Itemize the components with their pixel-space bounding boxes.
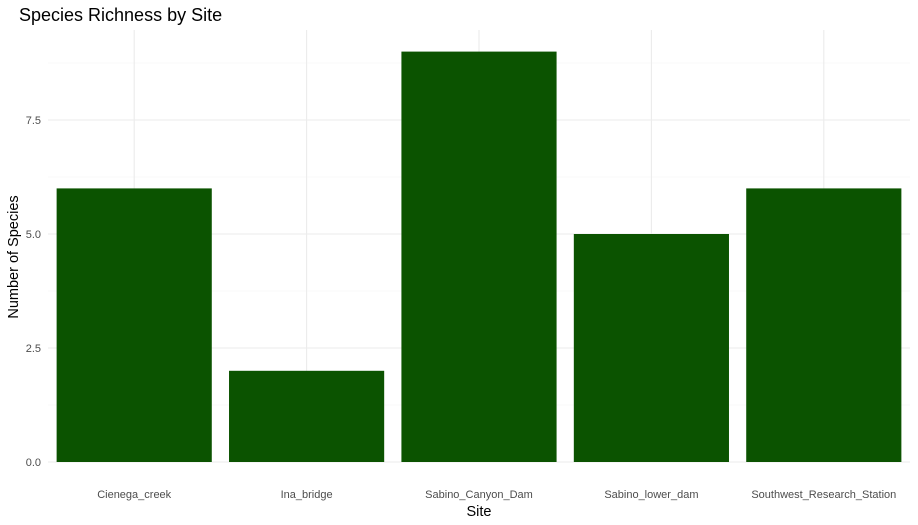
- x-tick-label: Ina_bridge: [281, 489, 333, 501]
- bar-Ina_bridge: [229, 370, 385, 462]
- bar-Southwest_Research_Station: [746, 188, 902, 462]
- y-tick-label: 2.5: [26, 343, 41, 355]
- y-tick-label: 5.0: [26, 229, 41, 241]
- x-tick-label: Cienega_creek: [97, 489, 171, 501]
- bar-Cienega_creek: [56, 188, 212, 462]
- x-tick-label: Southwest_Research_Station: [751, 489, 896, 501]
- bars: [56, 51, 902, 462]
- y-axis-title: Number of Species: [6, 195, 22, 318]
- y-tick-label: 7.5: [26, 115, 41, 127]
- x-tick-label: Sabino_lower_dam: [604, 489, 698, 501]
- x-axis-title: Site: [467, 504, 492, 520]
- bar-Sabino_lower_dam: [573, 234, 729, 462]
- y-tick-label: 0.0: [26, 457, 41, 469]
- chart-title: Species Richness by Site: [19, 5, 222, 25]
- x-axis-ticks: Cienega_creek Ina_bridge Sabino_Canyon_Dam…: [97, 489, 896, 501]
- y-axis-ticks: 0.0 2.5 5.0 7.5: [26, 115, 41, 469]
- x-tick-label: Sabino_Canyon_Dam: [425, 489, 533, 501]
- bar-Sabino_Canyon_Dam: [401, 51, 557, 462]
